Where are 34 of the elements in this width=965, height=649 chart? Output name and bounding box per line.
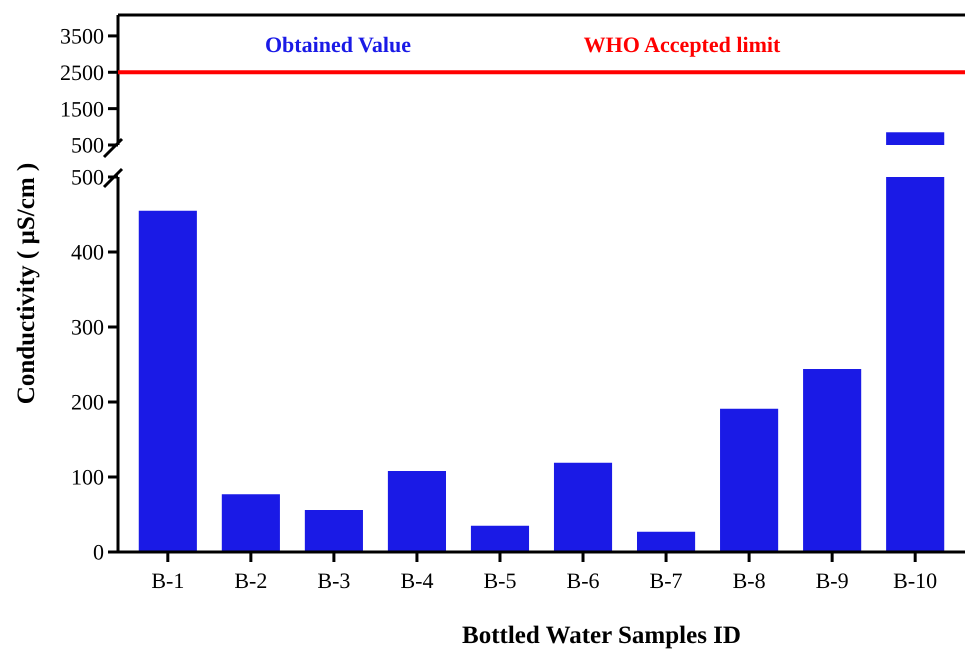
- bar: [304, 510, 363, 552]
- y-tick-label: 2500: [60, 60, 104, 85]
- x-tick-label: B-6: [566, 568, 600, 593]
- bar: [886, 177, 944, 552]
- bar: [138, 210, 197, 552]
- y-axis-title: Conductivity ( µS/cm ): [13, 162, 40, 404]
- y-tick-label: 100: [71, 464, 104, 490]
- y-tick-label: 300: [71, 314, 104, 340]
- y-tick-label: 3500: [60, 24, 104, 49]
- bar: [222, 494, 280, 552]
- x-tick-label: B-3: [317, 568, 350, 593]
- x-axis-title: Bottled Water Samples ID: [462, 622, 741, 649]
- y-tick-label: 500: [71, 132, 104, 158]
- y-tick-label: 500: [71, 164, 104, 190]
- bar: [720, 408, 778, 552]
- bar: [388, 471, 446, 552]
- y-tick-label: 1500: [60, 96, 104, 122]
- x-tick-label: B-1: [151, 568, 184, 593]
- x-tick-label: B-10: [893, 568, 938, 593]
- bar: [636, 532, 696, 552]
- y-tick-label: 0: [93, 540, 104, 565]
- x-tick-label: B-8: [732, 568, 766, 593]
- x-tick-label: B-9: [816, 568, 849, 593]
- text: Obtained Value: [264, 32, 412, 57]
- x-tick-label: B-5: [483, 568, 516, 593]
- x-tick-label: B-7: [650, 568, 683, 593]
- y-tick-label: 200: [71, 390, 104, 415]
- bar: [470, 526, 530, 552]
- y-tick-label: 400: [71, 240, 104, 265]
- x-tick-label: B-4: [400, 568, 434, 593]
- ref-line-label: WHO Accepted limit: [584, 32, 782, 57]
- bar: [554, 462, 612, 552]
- x-tick-label: B-2: [234, 568, 268, 593]
- bar: [803, 369, 862, 552]
